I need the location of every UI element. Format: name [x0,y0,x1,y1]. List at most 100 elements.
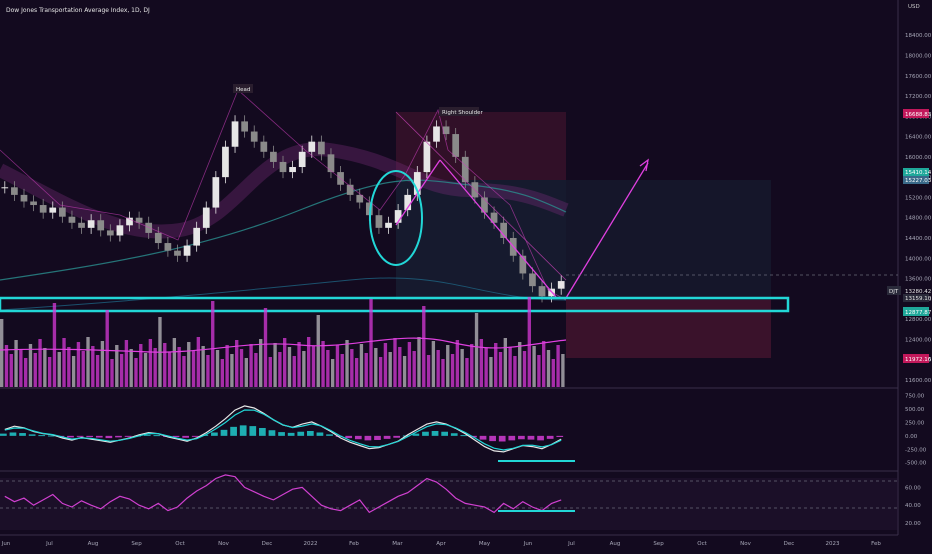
rsi-axis[interactable]: 60.00 40.00 20.00 [905,485,921,527]
volume-bar [455,340,460,387]
x-tick-label: Jul [567,541,575,547]
volume-bar [33,353,37,387]
macd-bar [422,431,429,436]
candle-body [404,194,412,211]
y-tick-label: 12400.00 [905,337,932,343]
volume-bar [340,354,344,387]
time-axis[interactable]: Jun Jul Aug Sep Oct Nov Dec 2022 Feb Mar Apr May Jun… [1,541,882,547]
volume-bar [335,345,340,387]
volume-bar [354,358,359,387]
macd-bar [393,435,401,438]
volume-bar [38,339,42,387]
volume-bar [105,310,109,387]
projection-arrow [565,162,649,299]
volume-bar [110,359,114,387]
volume-bar [23,358,28,387]
candle-body [529,273,536,287]
volume-bar [388,352,392,387]
volume-bar [460,349,464,387]
candle-body [519,255,527,274]
volume-bar [292,356,296,387]
volume-bar [81,351,85,387]
candle-body [433,126,440,142]
macd-bar [182,435,189,438]
volume-bar [494,343,498,387]
candle-body [500,222,508,238]
price-tag: 13159.10 [905,296,932,302]
candle-body [78,222,85,228]
macd-bar [556,435,564,437]
candle-body [356,194,364,203]
volume-bar [407,342,412,387]
x-tick-label: Jun [1,541,11,547]
price-tag: 16688.83 [905,112,932,118]
volume-bar [196,337,201,387]
y-tick-label: 14800.00 [905,216,932,222]
macd-bar [498,435,506,442]
y-tick-label: 18400.00 [905,33,932,39]
volume-bar [167,352,172,387]
volume-bar [230,354,234,387]
highlight-ellipse [369,170,423,266]
candle-body [97,220,105,231]
macd-axis[interactable]: 750.00 500.00 250.00 0.00 -250.00 -500.00 [905,394,927,467]
volume-bar [182,356,186,387]
candle-body [135,217,143,223]
volume-bar [316,315,320,387]
candle-body [318,141,325,155]
candle-body [413,172,421,195]
price-tag: 13280.42 [905,289,931,295]
volume-bar [19,349,23,387]
volume-bar [436,350,440,387]
candle-body [106,230,114,236]
ticker-tag-bg [887,286,901,295]
ma-long [0,277,567,311]
volume-bar [546,350,551,387]
candle-body [183,245,191,256]
volume-bar [417,337,421,387]
macd-bar [211,432,218,436]
candle-body [68,216,76,223]
volume-bar [498,352,503,387]
y-tick-label: 11600.00 [905,378,932,384]
candle-body [346,184,354,195]
x-tick-label: Sep [131,541,142,547]
price-tag: 15227.03 [905,178,932,184]
volume-bar [235,340,239,387]
volume-bar [239,349,244,387]
rsi-tick-label: 20.00 [905,521,921,527]
volume-bar [211,301,215,387]
volume-bar [374,348,378,387]
volume-bar [518,342,522,387]
volume-bar [62,338,66,387]
volume-bar [215,350,220,387]
volume-bar [522,351,527,387]
volume-bar [201,346,205,387]
macd-bar [86,435,94,437]
trend-line-down [439,159,557,298]
x-tick-label: Feb [349,541,359,547]
projection-zone-upper [566,180,771,300]
ma-ribbon [0,142,569,239]
macd-bar [28,434,36,436]
volume-bar [0,319,4,387]
volume-bar [326,350,330,387]
candle-body [11,187,18,195]
volume-bar [561,354,565,387]
macd-bar [115,435,122,438]
candle-body [490,212,498,223]
volume-bar [479,339,484,387]
volume-bar [283,338,287,387]
candle-body [20,194,28,202]
y-tick-label: 14000.00 [905,256,932,262]
candle-body [557,281,565,289]
candle-body [423,141,431,173]
macd-bar [191,435,199,437]
candle-body [87,220,95,228]
macd-bar [259,427,266,436]
rsi-line [4,474,562,514]
volume-bar [422,306,426,387]
volume-bar [513,356,517,387]
